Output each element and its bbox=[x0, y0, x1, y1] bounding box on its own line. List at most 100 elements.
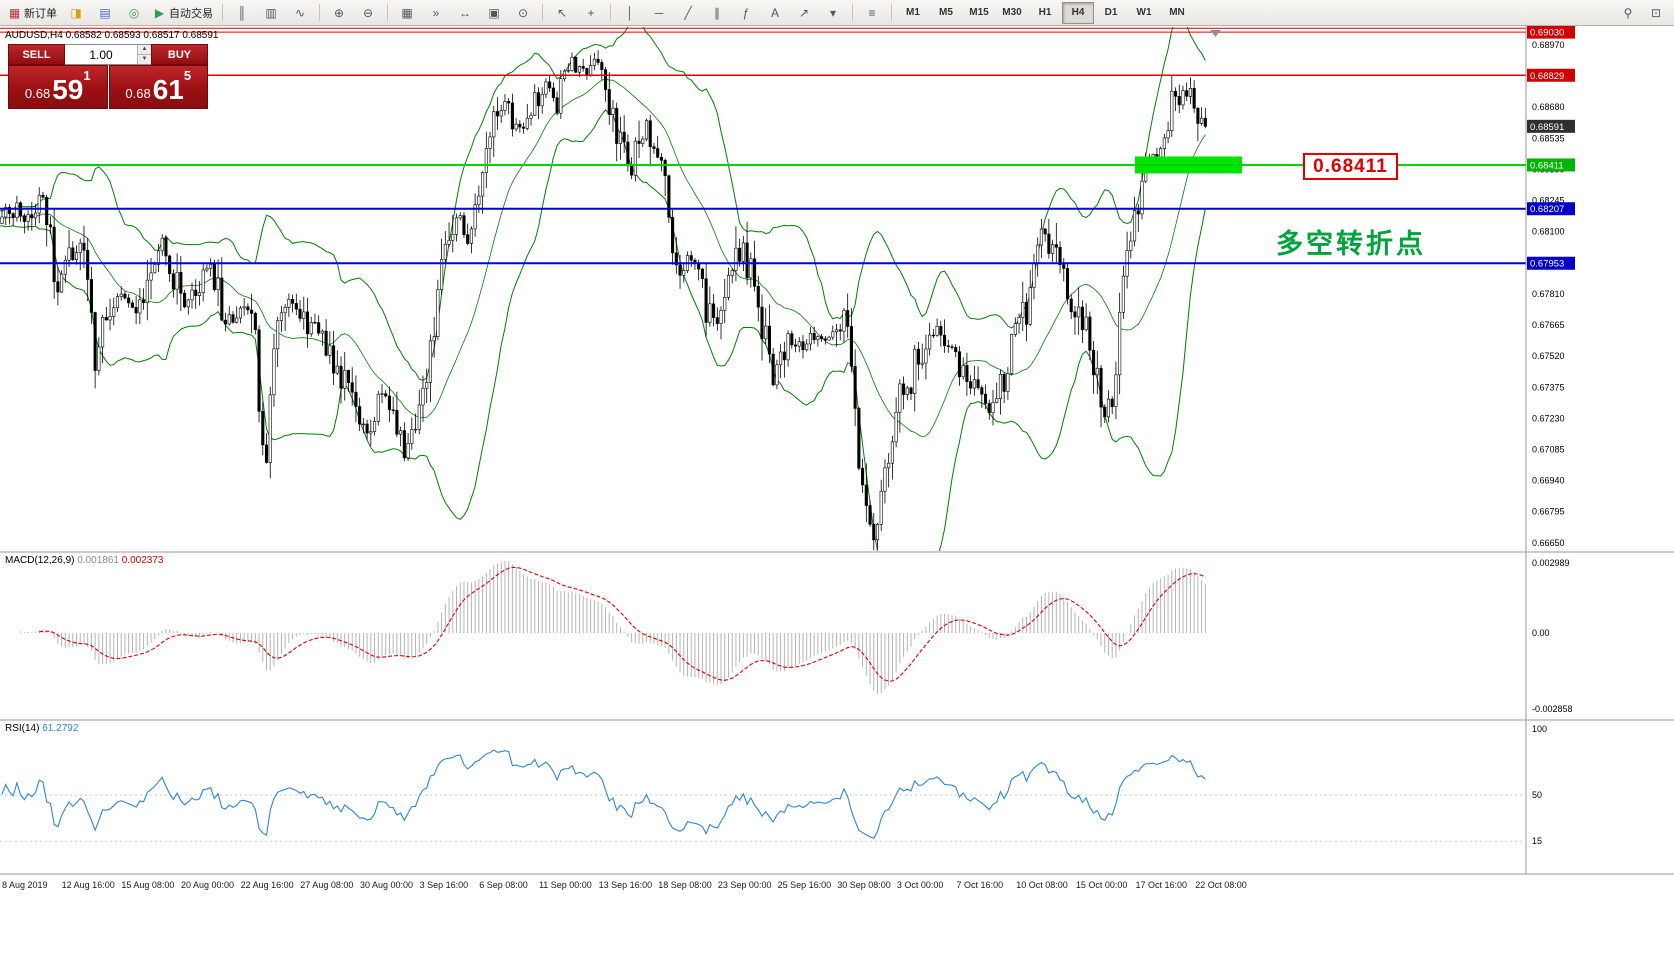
period-button-icon: ⊙ bbox=[517, 5, 529, 20]
toolbar-separator bbox=[852, 4, 853, 21]
text-button-icon: A bbox=[770, 5, 779, 20]
time-label: 3 Sep 16:00 bbox=[420, 880, 469, 890]
rsi-axis-label: 50 bbox=[1532, 790, 1542, 800]
zoom-search-icon-glyph: ⚲ bbox=[1623, 5, 1633, 20]
band-middle bbox=[0, 78, 1206, 438]
tf-m30[interactable]: M30 bbox=[1002, 7, 1022, 18]
line-chart-button-icon: ∿ bbox=[294, 5, 306, 20]
price-tick-label: 0.67520 bbox=[1532, 351, 1565, 361]
vertical-line-button[interactable]: │ bbox=[616, 1, 644, 25]
tf-mn[interactable]: MN bbox=[1169, 7, 1185, 18]
time-label: 18 Sep 08:00 bbox=[658, 880, 712, 890]
buy-price-sup: 5 bbox=[183, 68, 192, 83]
chart-shift-button[interactable]: ↔ bbox=[451, 1, 479, 25]
shapes-dropdown[interactable]: ▾ bbox=[819, 1, 847, 25]
volume-down-icon[interactable]: ▼ bbox=[138, 55, 151, 64]
sell-price-prefix: 0.68 bbox=[24, 86, 51, 101]
sell-button[interactable]: 0.68 59 1 bbox=[8, 65, 108, 109]
fibonacci-button[interactable]: ƒ bbox=[732, 1, 760, 25]
tf-h1[interactable]: H1 bbox=[1038, 7, 1052, 18]
candlestick-chart-button[interactable]: ▥ bbox=[257, 1, 285, 25]
bar-chart-button-icon: ║ bbox=[237, 5, 247, 20]
zoom-search-icon[interactable]: ⚲ bbox=[1614, 1, 1642, 25]
svg-text:0.68591: 0.68591 bbox=[1530, 122, 1564, 133]
period-button[interactable]: ⊙ bbox=[509, 1, 537, 25]
band-lower bbox=[0, 108, 1206, 551]
buy-tab[interactable]: BUY bbox=[151, 44, 208, 65]
zoom-out-button[interactable]: ⊖ bbox=[354, 1, 382, 25]
channel-button[interactable]: ∥ bbox=[703, 1, 731, 25]
market-watch-button-icon: ◨ bbox=[70, 5, 82, 20]
time-label: 6 Sep 08:00 bbox=[479, 880, 528, 890]
trendline-button-icon: ╱ bbox=[684, 5, 692, 20]
chart-expand-icon[interactable]: ⊡ bbox=[1642, 1, 1670, 25]
toolbar-right-buttons: ⚲ ⊡ bbox=[1614, 1, 1670, 25]
navigator-button[interactable]: ◎ bbox=[120, 1, 148, 25]
time-label: 30 Sep 08:00 bbox=[837, 880, 891, 890]
price-badge: 0.68591 bbox=[1527, 119, 1575, 133]
price-tick-label: 0.68680 bbox=[1532, 102, 1565, 112]
macd-signal-line bbox=[39, 566, 1206, 682]
sell-price-big: 59 bbox=[52, 74, 84, 105]
volume-value[interactable]: 1.00 bbox=[89, 47, 113, 62]
time-label: 22 Aug 16:00 bbox=[241, 880, 294, 890]
bollinger-bands bbox=[0, 27, 1206, 551]
zoom-in-button[interactable]: ⊕ bbox=[325, 1, 353, 25]
price-tick-label: 0.68970 bbox=[1532, 40, 1565, 50]
volume-up-icon[interactable]: ▲ bbox=[138, 45, 151, 55]
arrows-button[interactable]: ↗ bbox=[790, 1, 818, 25]
navigator-button-icon: ◎ bbox=[128, 5, 140, 20]
time-label: 17 Oct 16:00 bbox=[1136, 880, 1188, 890]
new-order-button[interactable]: ▦ 新订单 bbox=[4, 1, 61, 25]
sell-tab[interactable]: SELL bbox=[8, 44, 65, 65]
price-tick-label: 0.67230 bbox=[1532, 413, 1565, 423]
market-watch-button[interactable]: ◨ bbox=[62, 1, 90, 25]
toolbar-buttons: ▦ 新订单 ◨ ▤ ◎ ▶ 自动交易 ║ ▥ ∿ ⊕ ⊖ ▦» ↔ ▣ ⊙ ↖ + │ ─ ╱ ∥ ƒ A ↗ ▾ ≡ M1 M5 M15… bbox=[4, 1, 1193, 25]
candlestick-chart-button-icon: ▥ bbox=[265, 5, 277, 20]
volume-box[interactable]: 1.00 ▲ ▼ bbox=[65, 44, 151, 65]
price-badge: 0.68829 bbox=[1527, 68, 1575, 82]
time-label: 20 Aug 00:00 bbox=[181, 880, 234, 890]
trendline-button[interactable]: ╱ bbox=[674, 1, 702, 25]
auto-trading-button[interactable]: ▶ 自动交易 bbox=[149, 1, 217, 25]
macd-value: 0.001861 bbox=[77, 555, 119, 566]
tf-m15[interactable]: M15 bbox=[969, 7, 989, 18]
auto-scroll-button[interactable]: » bbox=[422, 1, 450, 25]
time-label: 25 Sep 16:00 bbox=[778, 880, 832, 890]
rsi-name: RSI(14) bbox=[5, 723, 40, 734]
indicators-button[interactable]: ≡ bbox=[858, 1, 886, 25]
price-level-label[interactable]: 0.68411 bbox=[1303, 153, 1398, 180]
auto-scroll-button-icon: » bbox=[432, 5, 440, 20]
time-label: 7 Oct 16:00 bbox=[957, 880, 1004, 890]
tf-m1[interactable]: M1 bbox=[906, 7, 920, 18]
bar-chart-button[interactable]: ║ bbox=[228, 1, 256, 25]
volume-spinner[interactable]: ▲ ▼ bbox=[137, 45, 151, 64]
new-order-button-label: 新订单 bbox=[24, 7, 57, 20]
time-label: 10 Oct 08:00 bbox=[1016, 880, 1068, 890]
tile-windows-button[interactable]: ▦ bbox=[393, 1, 421, 25]
templates-button[interactable]: ▣ bbox=[480, 1, 508, 25]
line-chart-button[interactable]: ∿ bbox=[286, 1, 314, 25]
horizontal-line-button[interactable]: ─ bbox=[645, 1, 673, 25]
turning-point-note[interactable]: 多空转折点 bbox=[1276, 229, 1426, 259]
tf-d1[interactable]: D1 bbox=[1104, 7, 1118, 18]
price-tick-label: 0.66940 bbox=[1532, 476, 1565, 486]
zoom-in-button-icon: ⊕ bbox=[333, 5, 345, 20]
shift-marker[interactable] bbox=[1210, 30, 1221, 37]
new-order-button-icon: ▦ bbox=[8, 5, 21, 20]
tf-w1[interactable]: W1 bbox=[1136, 7, 1152, 18]
tf-h4[interactable]: H4 bbox=[1062, 1, 1094, 24]
svg-text:0.67953: 0.67953 bbox=[1530, 259, 1564, 270]
svg-text:0.68829: 0.68829 bbox=[1530, 71, 1564, 82]
ohlc-info: AUDUSD,H4 0.68582 0.68593 0.68517 0.6859… bbox=[5, 30, 219, 41]
horizontal-line-button-icon: ─ bbox=[654, 5, 664, 20]
vertical-line-button-icon: │ bbox=[626, 5, 634, 20]
price-tick-label: 0.66795 bbox=[1532, 507, 1565, 517]
tf-m5[interactable]: M5 bbox=[939, 7, 953, 18]
text-button[interactable]: A bbox=[761, 1, 789, 25]
data-window-button[interactable]: ▤ bbox=[91, 1, 119, 25]
cursor-button[interactable]: ↖ bbox=[548, 1, 576, 25]
crosshair-button[interactable]: + bbox=[577, 1, 605, 25]
buy-button[interactable]: 0.68 61 5 bbox=[108, 65, 208, 109]
